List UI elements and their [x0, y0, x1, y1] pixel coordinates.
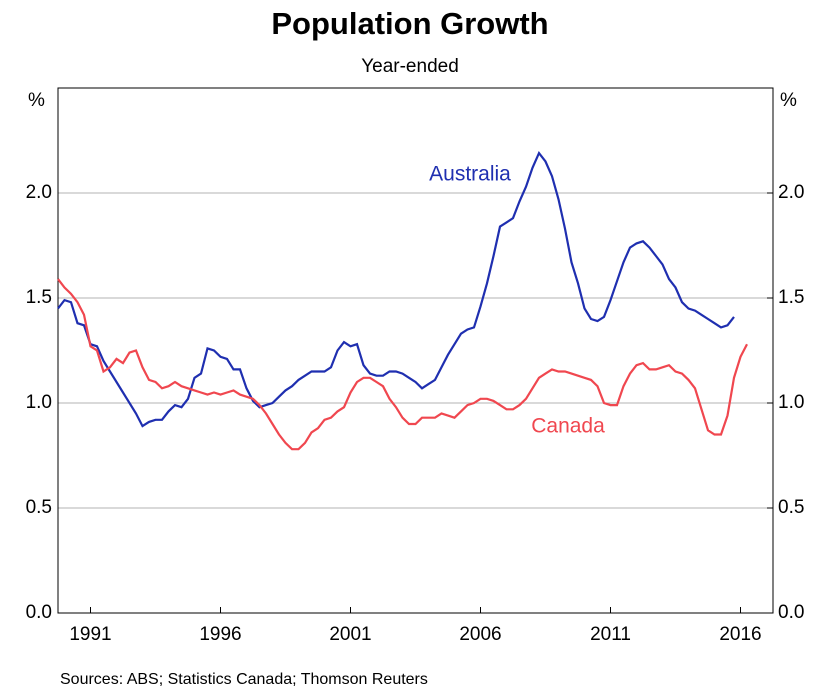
chart-subtitle: Year-ended — [361, 56, 459, 77]
data-line — [57, 150, 735, 428]
source-note: Sources: ABS; Statistics Canada; Thomson… — [60, 671, 428, 688]
y-axis-label: % — [28, 90, 45, 111]
y2-tick-label: 0.0 — [778, 602, 804, 623]
chart-title: Population Growth — [271, 6, 548, 41]
y-tick-label: 2.0 — [26, 182, 52, 203]
x-tick-label: 2016 — [719, 624, 761, 645]
y2-tick-label: 1.5 — [778, 287, 804, 308]
x-tick-label: 1996 — [199, 624, 241, 645]
y-tick-label: 1.0 — [26, 392, 52, 413]
x-tick-label: 2011 — [590, 624, 631, 645]
y-tick-label: 1.5 — [26, 287, 52, 308]
y2-axis-label: % — [780, 90, 797, 111]
x-tick-label: 2006 — [459, 624, 501, 645]
data-line — [57, 278, 748, 451]
y-tick-label: 0.5 — [26, 497, 52, 518]
y-tick-label: 0.0 — [26, 602, 52, 623]
series-label: Canada — [531, 415, 605, 438]
x-tick-label: 2001 — [329, 624, 371, 645]
y2-tick-label: 1.0 — [778, 392, 804, 413]
y2-tick-label: 0.5 — [778, 497, 804, 518]
plot-frame — [57, 87, 774, 614]
series-label: Australia — [429, 163, 511, 186]
y2-tick-label: 2.0 — [778, 182, 804, 203]
x-tick-label: 1991 — [69, 624, 111, 645]
